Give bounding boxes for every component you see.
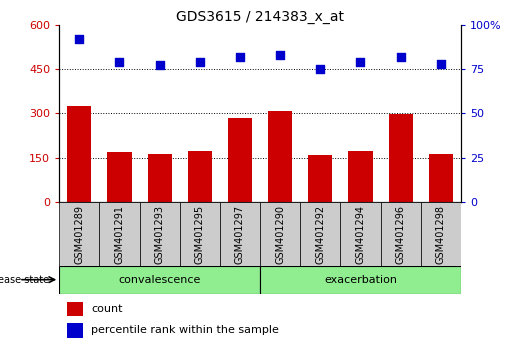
Bar	[148, 154, 171, 202]
Bar	[349, 151, 372, 202]
Bar	[300, 202, 340, 266]
Bar	[421, 202, 461, 266]
Text: GSM401293: GSM401293	[154, 205, 165, 264]
Point	[196, 59, 204, 65]
Bar	[140, 202, 180, 266]
Bar	[99, 202, 140, 266]
Point	[236, 54, 244, 59]
Point	[437, 61, 445, 67]
Bar	[180, 202, 220, 266]
Bar	[188, 151, 212, 202]
Bar	[220, 202, 260, 266]
Bar	[59, 202, 99, 266]
Point	[156, 63, 164, 68]
Bar	[381, 202, 421, 266]
Bar	[59, 266, 260, 294]
Text: GSM401291: GSM401291	[114, 205, 125, 264]
Point	[397, 54, 405, 59]
Bar	[340, 202, 381, 266]
Point	[316, 66, 324, 72]
Bar	[260, 202, 300, 266]
Text: exacerbation: exacerbation	[324, 275, 397, 285]
Title: GDS3615 / 214383_x_at: GDS3615 / 214383_x_at	[176, 10, 344, 24]
Bar	[389, 114, 413, 202]
Bar	[228, 118, 252, 202]
Bar	[67, 323, 83, 338]
Bar	[429, 154, 453, 202]
Text: disease state: disease state	[0, 275, 49, 285]
Text: GSM401294: GSM401294	[355, 205, 366, 264]
Text: GSM401290: GSM401290	[275, 205, 285, 264]
Bar	[268, 111, 292, 202]
Text: percentile rank within the sample: percentile rank within the sample	[91, 325, 279, 335]
Text: GSM401296: GSM401296	[396, 205, 406, 264]
Point	[276, 52, 284, 58]
Bar	[308, 155, 332, 202]
Text: GSM401298: GSM401298	[436, 205, 446, 264]
Bar	[67, 302, 83, 316]
Text: count: count	[91, 304, 123, 314]
Text: convalescence: convalescence	[118, 275, 201, 285]
Text: GSM401297: GSM401297	[235, 205, 245, 264]
Bar	[260, 266, 461, 294]
Bar	[67, 106, 91, 202]
Point	[356, 59, 365, 65]
Bar	[108, 152, 131, 202]
Point	[115, 59, 124, 65]
Text: GSM401292: GSM401292	[315, 205, 325, 264]
Text: GSM401289: GSM401289	[74, 205, 84, 264]
Text: GSM401295: GSM401295	[195, 205, 205, 264]
Point	[75, 36, 83, 42]
